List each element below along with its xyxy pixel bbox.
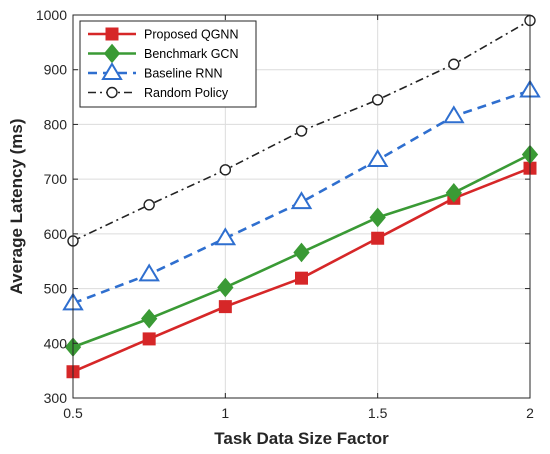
data-point xyxy=(369,207,386,228)
legend-marker xyxy=(106,86,118,99)
data-point xyxy=(143,199,155,211)
x-tick-label: 2 xyxy=(526,405,534,421)
legend-marker xyxy=(105,27,119,41)
y-tick-label: 300 xyxy=(44,390,68,406)
data-point xyxy=(295,125,308,137)
data-point xyxy=(290,191,313,210)
data-point xyxy=(366,149,389,167)
x-tick-label: 0.5 xyxy=(63,405,83,421)
data-point xyxy=(138,263,160,282)
plot-frame xyxy=(72,14,531,399)
legend-label: Baseline RNN xyxy=(144,67,223,81)
legend: Proposed QGNN Benchmark GCN Baseline RNN Ra… xyxy=(79,20,257,108)
legend-label: Benchmark GCN xyxy=(144,47,238,61)
data-point xyxy=(448,58,460,70)
legend-marker xyxy=(101,62,123,80)
data-point xyxy=(142,332,156,346)
y-tick-label: 500 xyxy=(44,281,68,297)
data-point xyxy=(445,183,462,203)
series-random-policy xyxy=(67,14,536,247)
data-point xyxy=(443,105,465,124)
data-point xyxy=(217,277,234,298)
y-tick-label: 900 xyxy=(44,62,68,78)
data-point xyxy=(218,300,232,314)
y-tick-label: 700 xyxy=(44,171,68,187)
x-tick-label: 1.5 xyxy=(368,405,388,421)
series-baseline-rnn xyxy=(62,79,541,311)
series-layer xyxy=(62,14,541,379)
data-point xyxy=(214,227,237,246)
x-axis-title: Task Data Size Factor xyxy=(214,429,389,448)
data-point xyxy=(371,94,384,106)
legend-label: Proposed QGNN xyxy=(144,28,238,42)
y-tick-label: 400 xyxy=(44,335,68,351)
y-tick-label: 800 xyxy=(44,116,68,132)
data-point xyxy=(141,308,158,329)
data-point xyxy=(219,164,232,176)
axis-ticks: 300 400 500 600 700 800 900 1000 0.5 1 1.5 2 xyxy=(36,7,534,421)
series-benchmark-gcn xyxy=(64,144,539,357)
x-tick-label: 1 xyxy=(221,405,229,421)
data-point xyxy=(371,231,385,245)
legend-label: Random Policy xyxy=(144,86,229,100)
y-axis-title: Average Latency (ms) xyxy=(7,118,26,294)
y-tick-label: 600 xyxy=(44,226,68,242)
data-point xyxy=(295,271,308,285)
y-tick-label: 1000 xyxy=(36,7,67,23)
data-point xyxy=(293,242,310,263)
